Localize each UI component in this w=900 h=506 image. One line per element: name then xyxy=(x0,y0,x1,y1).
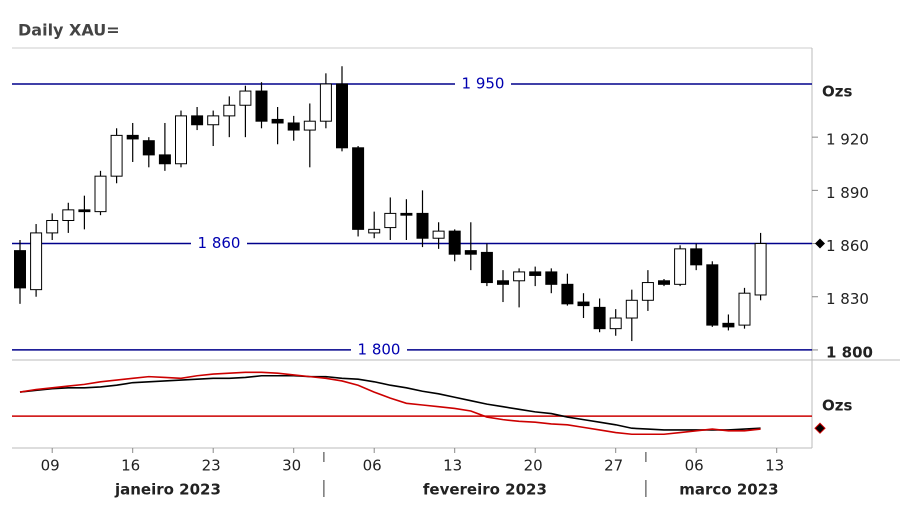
level-label-bg xyxy=(351,340,407,359)
indicator-line xyxy=(19,374,761,431)
candle-body xyxy=(529,271,542,276)
candle-body xyxy=(754,243,767,296)
month-label: marco 2023 xyxy=(679,481,778,499)
candle-body xyxy=(448,230,461,255)
level-label-bg xyxy=(191,234,247,253)
candle-body xyxy=(706,264,719,326)
unit-label: Ozs xyxy=(822,83,852,101)
x-tick-label: 16 xyxy=(121,457,140,475)
candle-body xyxy=(400,212,413,216)
x-tick-label: 06 xyxy=(363,457,382,475)
candle-body xyxy=(674,248,687,285)
level-label-bg xyxy=(455,74,511,93)
x-tick-label: 13 xyxy=(765,457,784,475)
candle-body xyxy=(142,140,155,156)
candle-body xyxy=(738,292,751,326)
candle-body xyxy=(191,115,204,126)
candle-body xyxy=(561,283,574,305)
y-tick-label: 1 890 xyxy=(826,184,869,202)
candle-body xyxy=(497,280,509,285)
candle-body xyxy=(175,115,187,165)
candle-body xyxy=(30,232,43,291)
candle-body xyxy=(641,282,654,301)
level-label: 1 860 xyxy=(198,234,241,252)
candle-body xyxy=(432,230,445,239)
candle-body xyxy=(625,299,638,319)
candle-body xyxy=(207,115,220,126)
x-tick-label: 06 xyxy=(685,457,704,475)
candle-body xyxy=(609,317,622,330)
x-tick-label: 27 xyxy=(604,457,623,475)
candle-body xyxy=(158,154,171,165)
candle-body xyxy=(593,306,606,330)
candle-body xyxy=(690,248,703,266)
x-tick-label: 23 xyxy=(202,457,221,475)
candle-body xyxy=(336,83,348,149)
candle-body xyxy=(126,134,139,140)
candle-body xyxy=(110,134,123,177)
candle-body xyxy=(239,90,252,106)
x-tick-label: 09 xyxy=(41,457,60,475)
candle-body xyxy=(416,212,429,239)
candle-body xyxy=(46,219,59,234)
candle-body xyxy=(223,104,236,117)
candle-body xyxy=(368,228,381,234)
chart-title: Daily XAU= xyxy=(18,21,120,40)
candle-body xyxy=(464,250,477,255)
candle-body xyxy=(14,250,26,289)
month-label: janeiro 2023 xyxy=(114,481,221,499)
candle-body xyxy=(577,301,590,307)
level-label: 1 950 xyxy=(462,74,505,92)
x-tick-label: 30 xyxy=(282,457,301,475)
x-tick-label: 13 xyxy=(443,457,462,475)
candle-body xyxy=(271,118,284,124)
y-tick-label: 1 860 xyxy=(826,237,869,255)
candle-body xyxy=(78,209,91,213)
candle-body xyxy=(722,322,735,328)
candle-body xyxy=(545,271,558,285)
indicator-line xyxy=(19,371,761,436)
candle-body xyxy=(319,83,332,122)
y-tick-label: 1 830 xyxy=(826,290,869,308)
y-tick-label: 1 800 xyxy=(826,343,873,361)
candle-body xyxy=(62,209,75,221)
last-price-marker xyxy=(815,238,825,249)
candle-body xyxy=(255,90,268,122)
candle-body xyxy=(658,280,670,285)
candle-body xyxy=(287,122,300,131)
candle-body xyxy=(480,251,493,284)
candle-body xyxy=(352,147,365,230)
month-label: fevereiro 2023 xyxy=(423,481,547,499)
y-tick-label: 1 920 xyxy=(826,131,869,149)
candle-body xyxy=(303,120,316,131)
candle-body xyxy=(94,175,107,213)
level-label: 1 800 xyxy=(358,340,401,358)
x-tick-label: 20 xyxy=(524,457,543,475)
candle-body xyxy=(513,271,526,282)
unit-label: Ozs xyxy=(822,397,852,415)
candle-body xyxy=(384,212,397,229)
last-value-marker xyxy=(814,422,826,434)
